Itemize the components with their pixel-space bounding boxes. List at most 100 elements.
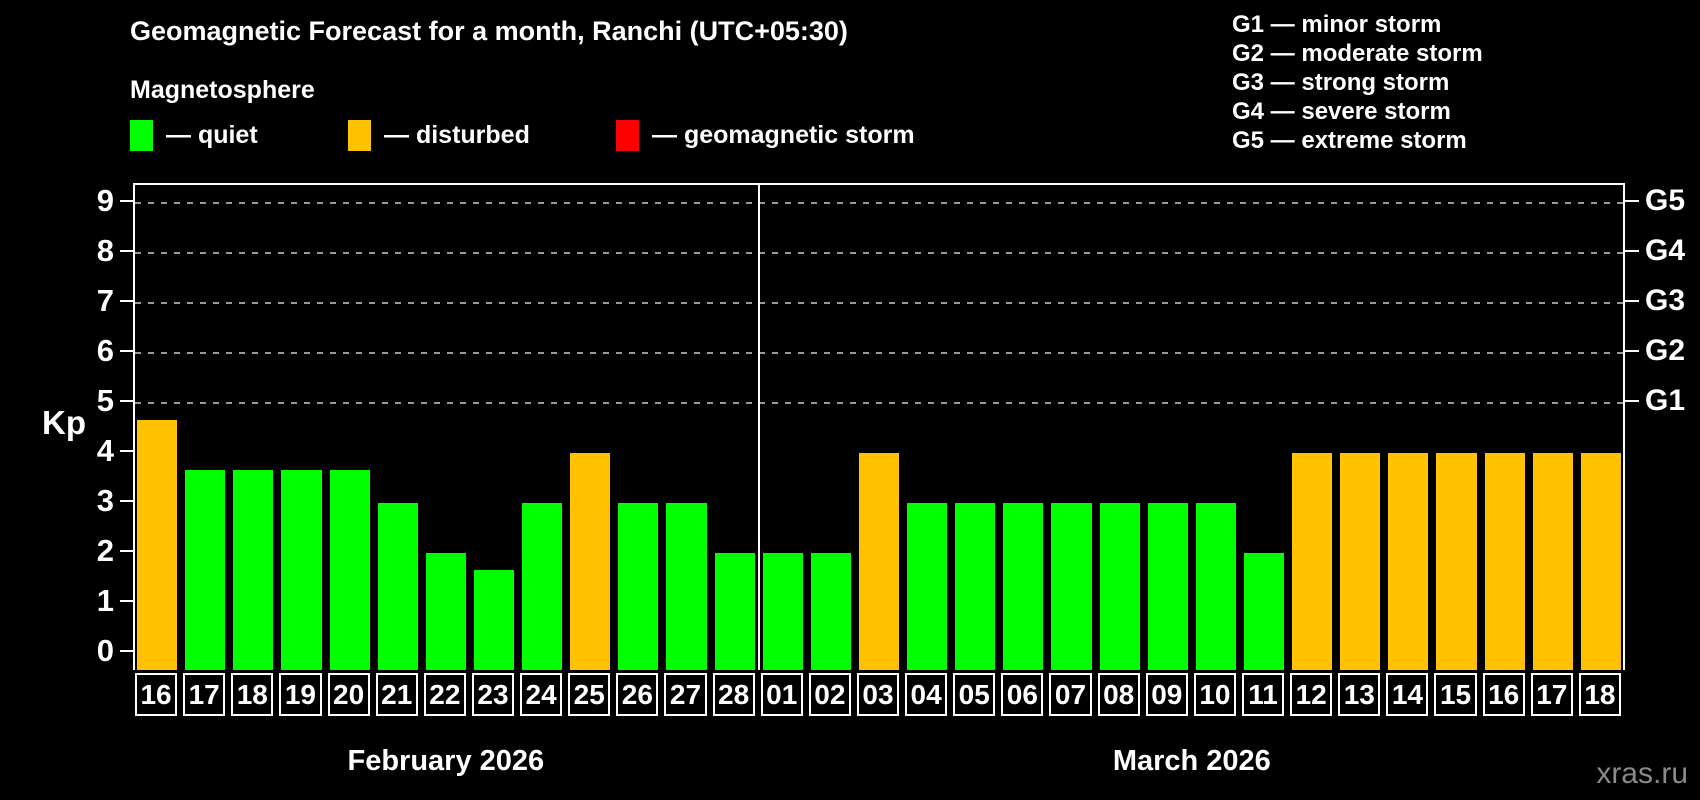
right-axis-label-G1: G1 [1645, 384, 1686, 417]
quiet-color-swatch [130, 120, 153, 151]
day-label-box: 14 [1386, 673, 1429, 716]
right-tick-G1 [1625, 400, 1639, 402]
chart-subtitle-magnetosphere: Magnetosphere [130, 76, 315, 104]
legend-label-disturbed: — disturbed [384, 121, 530, 149]
y-tick-8 [120, 250, 133, 252]
day-label-box: 15 [1434, 673, 1477, 716]
legend-item-quiet: — quiet [130, 120, 258, 151]
day-label-box: 02 [808, 673, 851, 716]
kp-bar-march-17 [1532, 453, 1573, 670]
kp-bar-march-15 [1436, 453, 1477, 670]
y-tick-9 [120, 200, 133, 202]
kp-bar-march-09 [1147, 503, 1188, 670]
day-label-box: 27 [664, 673, 707, 716]
g3-legend-line: G3 — strong storm [1232, 69, 1450, 96]
day-label-box: 28 [712, 673, 755, 716]
kp-bar-february-20 [329, 469, 370, 670]
month-label-1: March 2026 [1112, 745, 1271, 777]
y-tick-7 [120, 300, 133, 302]
day-label-box: 16 [135, 673, 178, 716]
right-tick-G3 [1625, 300, 1639, 302]
right-axis-label-G3: G3 [1645, 284, 1686, 317]
plot-area [133, 183, 1625, 670]
day-label-box: 23 [471, 673, 515, 716]
y-tick-label-4: 4 [96, 433, 114, 468]
y-tick-label-3: 3 [96, 483, 114, 518]
kp-bar-february-16 [137, 419, 178, 670]
kp-bar-march-07 [1051, 503, 1092, 670]
chart-title: Geomagnetic Forecast for a month, Ranchi… [130, 16, 848, 46]
kp-bar-march-16 [1484, 453, 1525, 670]
y-tick-5 [120, 400, 133, 402]
day-label-box: 17 [1530, 673, 1573, 716]
day-label-box: 19 [279, 673, 322, 716]
y-tick-label-0: 0 [96, 633, 114, 668]
day-label-box: 08 [1097, 673, 1140, 716]
g1-legend-line: G1 — minor storm [1232, 11, 1442, 38]
g2-legend-line: G2 — moderate storm [1232, 40, 1483, 67]
month-divider [757, 185, 760, 670]
kp-bar-february-22 [425, 553, 466, 670]
day-label-box: 09 [1145, 673, 1188, 716]
right-axis-label-G4: G4 [1645, 234, 1686, 267]
kp-bar-february-17 [185, 469, 226, 670]
kp-bar-february-28 [714, 553, 755, 670]
kp-bar-february-24 [522, 503, 563, 670]
day-label-box: 20 [327, 673, 370, 716]
y-tick-6 [120, 350, 133, 352]
y-tick-label-7: 7 [96, 283, 114, 318]
right-tick-G2 [1625, 350, 1639, 352]
kp-bar-march-04 [907, 503, 948, 670]
day-label-box: 05 [953, 673, 996, 716]
disturbed-color-swatch [348, 120, 371, 151]
gridline-kp7 [135, 302, 1623, 304]
day-label-box: 24 [520, 673, 563, 716]
y-tick-label-6: 6 [96, 333, 114, 368]
kp-bar-march-13 [1340, 453, 1381, 670]
y-tick-4 [120, 450, 133, 452]
right-tick-G5 [1625, 200, 1639, 202]
kp-bar-march-14 [1388, 453, 1429, 670]
storm-color-swatch [616, 120, 639, 151]
watermark-link[interactable]: xras.ru [1596, 757, 1688, 790]
day-label-box: 21 [375, 673, 418, 716]
gridline-kp5 [135, 402, 1623, 404]
day-label-box: 11 [1241, 673, 1285, 716]
kp-bar-march-18 [1580, 453, 1621, 670]
day-label-box: 06 [1001, 673, 1044, 716]
kp-bar-march-12 [1292, 453, 1333, 670]
kp-bar-february-26 [618, 503, 659, 670]
y-tick-label-2: 2 [96, 533, 114, 568]
month-label-0: February 2026 [347, 745, 545, 777]
day-label-box: 18 [1578, 673, 1621, 716]
day-label-box: 04 [905, 673, 948, 716]
y-tick-2 [120, 550, 133, 552]
kp-bar-february-18 [233, 469, 274, 670]
kp-bar-march-11 [1243, 553, 1285, 670]
right-axis-label-G2: G2 [1645, 334, 1686, 367]
kp-bar-february-25 [570, 453, 611, 670]
day-label-box: 25 [568, 673, 611, 716]
day-label-box: 07 [1049, 673, 1092, 716]
g4-legend-line: G4 — severe storm [1232, 98, 1451, 125]
kp-bar-march-05 [955, 503, 996, 670]
day-label-box: 12 [1290, 673, 1333, 716]
kp-bar-february-23 [473, 569, 515, 670]
day-label-box: 03 [856, 673, 900, 716]
legend-label-storm: — geomagnetic storm [652, 121, 915, 149]
y-axis-title-kp: Kp [42, 404, 86, 441]
day-label-box: 16 [1482, 673, 1525, 716]
day-label-box: 10 [1193, 673, 1236, 716]
legend-label-quiet: — quiet [166, 121, 258, 149]
kp-bar-march-06 [1003, 503, 1044, 670]
kp-bar-february-27 [666, 503, 707, 670]
kp-bar-february-21 [377, 503, 418, 670]
day-label-box: 18 [231, 673, 274, 716]
day-label-box: 17 [183, 673, 226, 716]
g5-legend-line: G5 — extreme storm [1232, 127, 1467, 154]
kp-bar-march-10 [1195, 503, 1236, 670]
y-tick-0 [120, 650, 133, 652]
y-tick-1 [120, 600, 133, 602]
day-label-box: 13 [1338, 673, 1381, 716]
gridline-kp8 [135, 252, 1623, 254]
